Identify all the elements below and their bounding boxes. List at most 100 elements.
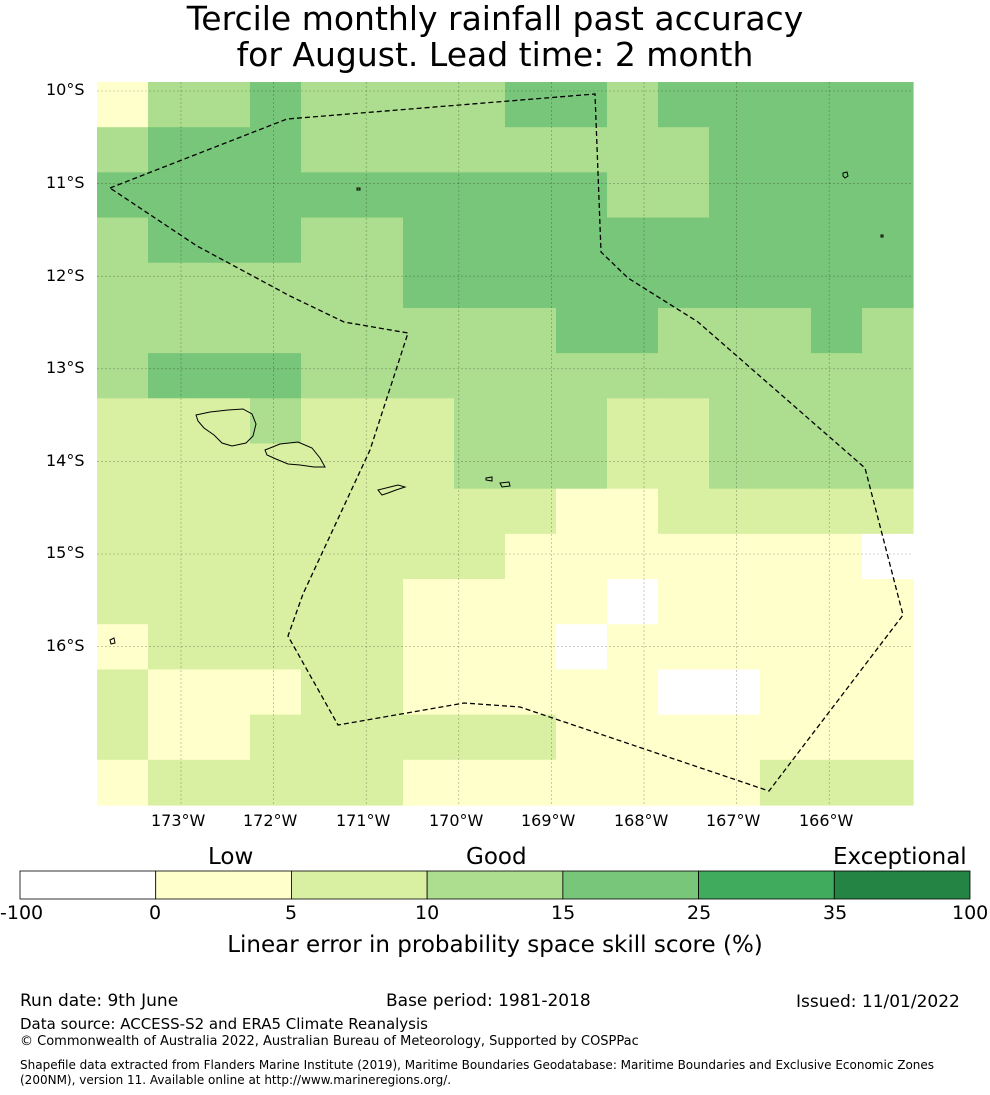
grid-cell bbox=[556, 624, 608, 671]
grid-cell bbox=[862, 443, 914, 490]
grid-cell bbox=[403, 533, 455, 580]
grid-cell bbox=[658, 579, 710, 625]
grid-cell bbox=[760, 172, 812, 219]
grid-cell bbox=[556, 398, 608, 445]
grid-cell bbox=[760, 443, 812, 490]
grid-cell bbox=[250, 307, 302, 354]
grid-cell bbox=[148, 353, 200, 399]
grid-cell bbox=[505, 533, 557, 580]
grid-cell bbox=[148, 127, 200, 173]
grid-cell bbox=[658, 172, 710, 219]
lon-label-170w: 170°W bbox=[429, 811, 484, 830]
grid-cell bbox=[607, 759, 659, 806]
grid-cell bbox=[199, 172, 251, 219]
grid-cell bbox=[301, 579, 353, 625]
grid-cell bbox=[709, 624, 761, 671]
grid-cell bbox=[811, 127, 863, 173]
lon-label-168w: 168°W bbox=[614, 811, 669, 830]
grid-cell bbox=[352, 398, 404, 445]
grid-cell bbox=[250, 353, 302, 399]
grid-cell bbox=[658, 759, 710, 806]
grid-cell bbox=[658, 398, 710, 445]
grid-cell bbox=[97, 579, 149, 625]
grid-cell bbox=[709, 353, 761, 399]
island-savaii bbox=[195, 408, 257, 447]
grid-cell bbox=[658, 488, 710, 535]
grid-cell bbox=[505, 82, 557, 128]
grid-cell bbox=[505, 669, 557, 716]
grid-cell bbox=[454, 353, 506, 399]
grid-cell bbox=[97, 624, 149, 671]
grid-cell bbox=[403, 443, 455, 490]
grid-cell bbox=[862, 579, 914, 625]
grid-cell bbox=[862, 172, 914, 219]
island-upolu bbox=[264, 441, 326, 468]
grid-cell bbox=[760, 759, 812, 806]
grid-cell bbox=[658, 262, 710, 309]
grid-cell bbox=[97, 353, 149, 399]
grid-cell bbox=[505, 398, 557, 445]
colorbar-title: Linear error in probability space skill … bbox=[227, 932, 763, 958]
lon-label-167w: 167°W bbox=[706, 811, 761, 830]
colorbar-tick-35: 35 bbox=[823, 902, 848, 924]
grid-cell bbox=[862, 82, 914, 128]
grid-cell bbox=[148, 172, 200, 219]
grid-cell bbox=[454, 82, 506, 128]
grid-cell bbox=[454, 488, 506, 535]
grid-cell bbox=[607, 488, 659, 535]
grid-cell bbox=[505, 172, 557, 219]
grid-cell bbox=[556, 217, 608, 264]
grid-cell bbox=[148, 82, 200, 128]
grid-cell bbox=[403, 624, 455, 671]
grid-cell bbox=[658, 217, 710, 264]
grid-cell bbox=[454, 624, 506, 671]
grid-cell bbox=[199, 624, 251, 671]
grid-cell bbox=[301, 669, 353, 716]
grid-cell bbox=[607, 714, 659, 761]
grid-cell bbox=[811, 172, 863, 219]
grid-cell bbox=[148, 488, 200, 535]
grid-cell bbox=[607, 398, 659, 445]
grid-cell bbox=[505, 443, 557, 490]
issued-date: Issued: 11/01/2022 bbox=[796, 992, 960, 1012]
grid-cell bbox=[250, 579, 302, 625]
grid-cell bbox=[454, 307, 506, 354]
grid-cell bbox=[607, 172, 659, 219]
grid-cell bbox=[607, 533, 659, 580]
grid-cell bbox=[607, 82, 659, 128]
grid-cell bbox=[811, 398, 863, 445]
grid-cell bbox=[199, 714, 251, 761]
grid-cell bbox=[148, 759, 200, 806]
grid-cell bbox=[148, 307, 200, 354]
grid-cell bbox=[760, 624, 812, 671]
grid-cell bbox=[760, 262, 812, 309]
grid-cell bbox=[658, 714, 710, 761]
grid-cell bbox=[505, 759, 557, 806]
island-islet-3 bbox=[880, 234, 884, 238]
colorbar-tick-100: 100 bbox=[952, 902, 989, 924]
grid-cell bbox=[811, 82, 863, 128]
grid-cell bbox=[199, 443, 251, 490]
island-islet-4 bbox=[109, 637, 116, 645]
grid-cell bbox=[862, 759, 914, 806]
grid-cell bbox=[709, 533, 761, 580]
grid-cell bbox=[454, 533, 506, 580]
grid-cell bbox=[301, 624, 353, 671]
grid-cell bbox=[556, 307, 608, 354]
grid-cell bbox=[760, 579, 812, 625]
base-period: Base period: 1981-2018 bbox=[386, 991, 591, 1011]
grid-cell bbox=[352, 217, 404, 264]
lon-label-172w: 172°W bbox=[243, 811, 298, 830]
grid-cell bbox=[148, 262, 200, 309]
lon-label-171w: 171°W bbox=[336, 811, 391, 830]
grid-cell bbox=[403, 398, 455, 445]
grid-cell bbox=[97, 533, 149, 580]
grid-cell bbox=[811, 217, 863, 264]
colorbar-tick-0: 0 bbox=[149, 902, 162, 924]
grid-cell bbox=[301, 127, 353, 173]
grid-cell bbox=[454, 759, 506, 806]
grid-cell bbox=[709, 759, 761, 806]
grid-cell bbox=[454, 714, 506, 761]
grid-cell bbox=[760, 82, 812, 128]
grid-cell bbox=[352, 262, 404, 309]
